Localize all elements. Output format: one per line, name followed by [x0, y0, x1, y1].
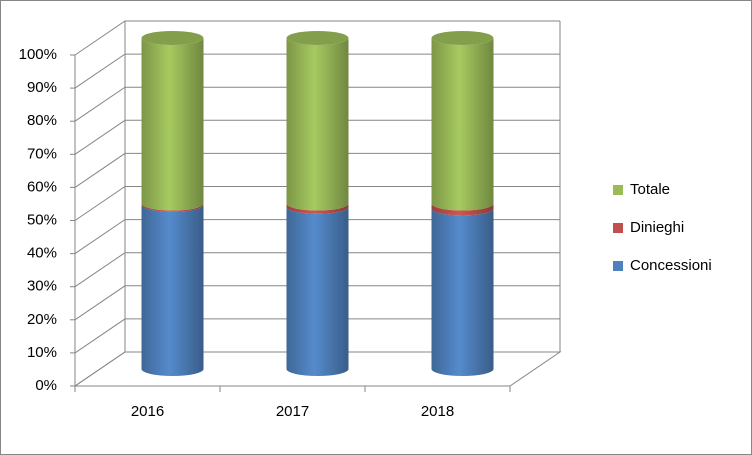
grid-line: [74, 53, 560, 89]
legend-swatch: [613, 261, 623, 271]
cylinder-segment: [141, 203, 204, 212]
legend-label: Dinieghi: [630, 219, 684, 236]
x-tick-label: 2018: [421, 403, 454, 420]
grid-line: [74, 186, 560, 221]
x-tick-label: 2017: [276, 403, 309, 420]
cylinder-segment: [286, 38, 349, 211]
cylinder-segment: [141, 204, 204, 376]
y-tick-label: 60%: [27, 178, 57, 195]
y-tick-label: 50%: [27, 211, 57, 228]
x-tick-label: 2016: [131, 403, 164, 420]
cylinder-top: [431, 31, 494, 45]
cylinder-top: [141, 31, 204, 45]
grid-line: [74, 86, 560, 122]
grid-line: [74, 219, 560, 255]
y-tick-label: 0%: [35, 377, 57, 394]
cylinder-segment: [286, 203, 349, 214]
grid-line: [74, 285, 560, 321]
y-tick-label: 30%: [27, 278, 57, 295]
y-tick-label: 80%: [27, 112, 57, 129]
grid-line: [74, 318, 560, 354]
cylinder-top: [286, 31, 349, 45]
y-tick-label: 10%: [27, 344, 57, 361]
legend-label: Totale: [630, 181, 670, 198]
grid-line: [74, 252, 560, 288]
y-tick-label: 40%: [27, 245, 57, 262]
grid-line: [74, 119, 560, 155]
y-tick-label: 90%: [27, 79, 57, 96]
legend-swatch: [613, 185, 623, 195]
legend-label: Concessioni: [630, 257, 712, 274]
legend-swatch: [613, 223, 623, 233]
y-tick-label: 20%: [27, 311, 57, 328]
grid-line: [74, 20, 560, 56]
grid-line: [74, 351, 560, 387]
cylinder-segment: [431, 38, 494, 211]
cylinder-segment: [141, 38, 204, 211]
cylinder-segment: [431, 208, 494, 376]
cylinder-segment: [431, 203, 494, 216]
cylinder-segment: [286, 206, 349, 376]
y-tick-label: 100%: [19, 46, 57, 63]
y-tick-label: 70%: [27, 145, 57, 162]
grid-line: [74, 152, 560, 188]
